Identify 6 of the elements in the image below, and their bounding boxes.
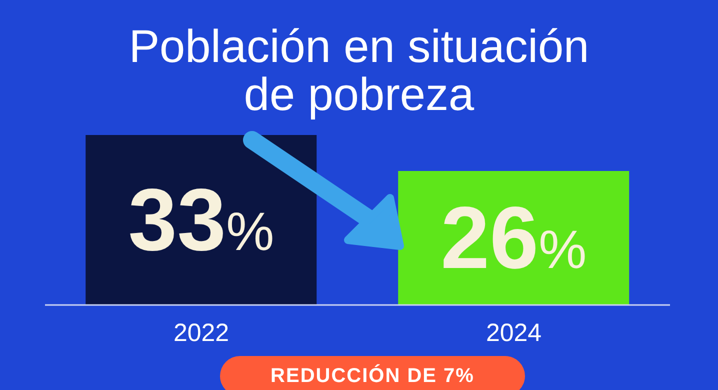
data-label: 33%: [128, 170, 274, 269]
x-tick-label: 2022: [173, 318, 230, 347]
text: REDUCCIÓN DE 7%: [220, 356, 525, 390]
x-tick-label: 2024: [486, 318, 542, 347]
chart-title: Población en situación de pobreza: [128, 20, 590, 120]
data-label: 26%: [440, 188, 587, 288]
